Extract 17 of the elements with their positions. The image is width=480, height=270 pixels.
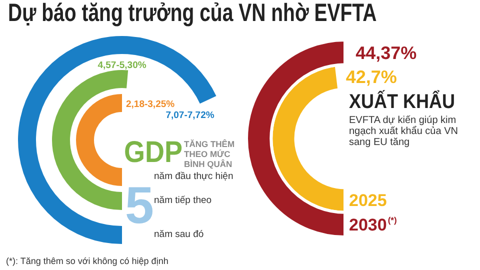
category-label: năm tiếp theo — [154, 195, 212, 207]
text: EVFTA dự kiến giúp kim ngạch xuất khẩu của VN sang EU tăng — [349, 114, 459, 148]
text: 5 — [125, 177, 154, 235]
category-label: 2030(*) — [349, 214, 397, 235]
text: XUẤT KHẨU — [349, 90, 456, 114]
text: (*): Tăng thêm so với không có hiệp định — [6, 256, 168, 266]
data-label: 42,7% — [346, 67, 397, 88]
category-label: 2025 — [349, 191, 387, 210]
text: GDP — [124, 136, 183, 170]
text: TĂNG THÊM THEO MỨC BÌNH QUÂN — [184, 139, 236, 169]
text: Dự báo tăng trưởng của VN nhờ EVFTA — [8, 0, 377, 28]
category-label: năm đầu thực hiện — [154, 171, 234, 183]
text: 7,07-7,72% — [166, 110, 214, 121]
text: 2,18-3,25% — [126, 99, 175, 110]
text: 4,57-5,30% — [98, 60, 146, 71]
data-label: 44,37% — [356, 43, 417, 64]
category-label: năm sau đó — [154, 229, 204, 241]
